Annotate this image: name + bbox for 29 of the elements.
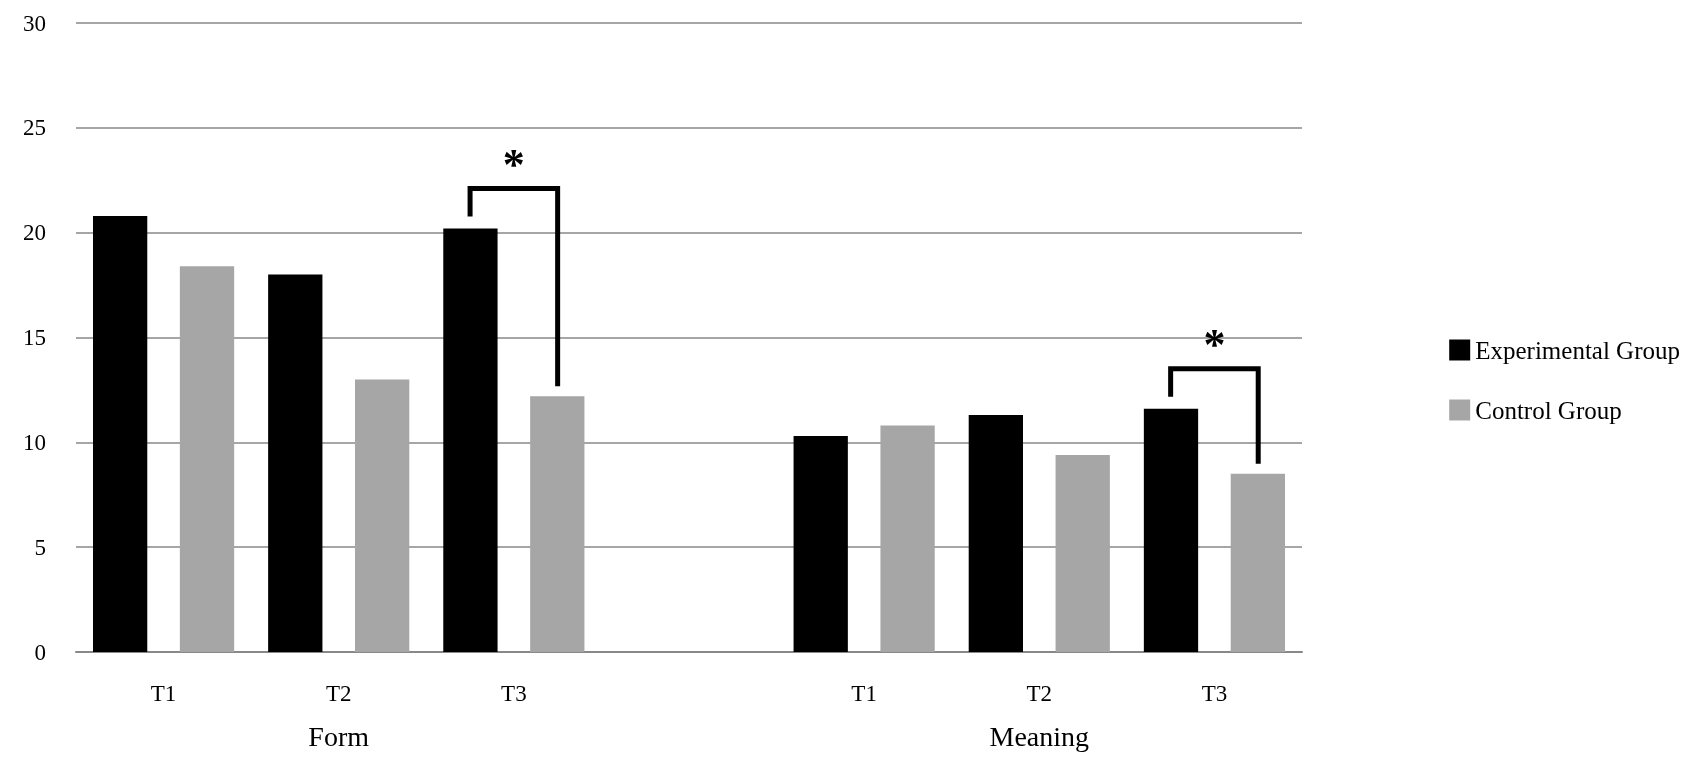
bar [968, 415, 1023, 652]
x-tick-label: T2 [325, 681, 352, 706]
bar [92, 215, 148, 652]
bar [1055, 454, 1110, 652]
x-tick-label: T1 [851, 681, 877, 706]
x-tick-label: T3 [1201, 681, 1228, 706]
x-tick-label: T1 [150, 681, 177, 706]
annotation: * [1203, 320, 1226, 370]
bar [1230, 473, 1286, 652]
bar [268, 274, 323, 652]
bar [179, 266, 235, 652]
bar [530, 396, 585, 652]
text: Meaning [989, 720, 1090, 752]
bar [793, 436, 848, 652]
y-tick-label: 30 [23, 10, 46, 36]
y-tick-label: 10 [23, 429, 46, 455]
text: Form [308, 720, 370, 752]
bar [355, 379, 410, 652]
x-tick-label: T3 [501, 681, 527, 706]
legend-label: Control Group [1475, 396, 1622, 424]
annotation: * [502, 139, 525, 189]
bar [880, 425, 935, 652]
y-tick-label: 5 [34, 534, 46, 560]
y-tick-label: 20 [23, 220, 46, 246]
x-tick-label: T2 [1026, 681, 1053, 706]
legend-label: Experimental Group [1475, 336, 1681, 364]
y-tick-label: 0 [34, 639, 46, 665]
y-tick-label: 25 [23, 115, 46, 141]
y-tick-label: 15 [23, 325, 46, 350]
